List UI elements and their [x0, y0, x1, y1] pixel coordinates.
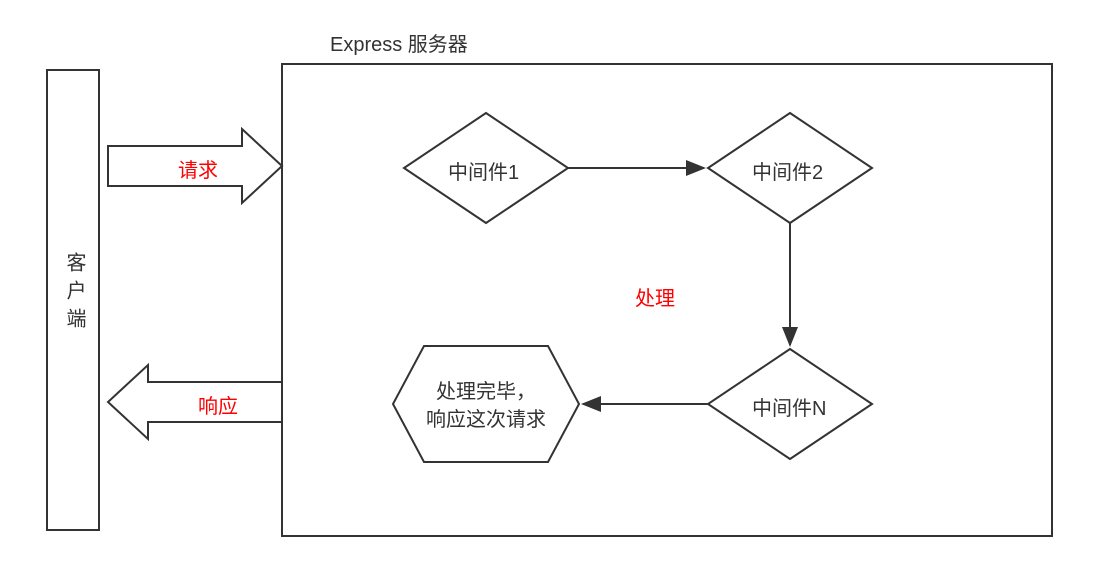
client-label: 客户端 — [60, 252, 89, 336]
middleware-n-label: 中间件N — [752, 392, 826, 421]
done-label: 处理完毕， 响应这次请求 — [424, 378, 548, 434]
middleware-2-label: 中间件2 — [752, 156, 823, 185]
middleware-1-label: 中间件1 — [448, 156, 519, 185]
process-label: 处理 — [635, 282, 675, 311]
request-label: 请求 — [178, 154, 218, 183]
response-label: 响应 — [198, 390, 238, 419]
server-title: Express 服务器 — [330, 28, 468, 57]
flowchart — [0, 0, 1098, 576]
response-arrow — [108, 365, 282, 439]
